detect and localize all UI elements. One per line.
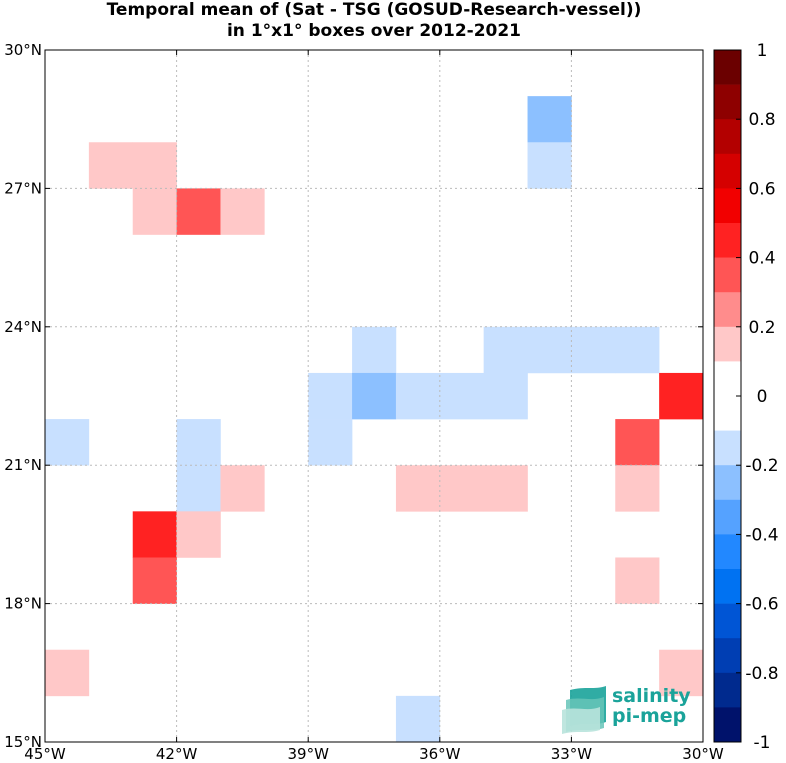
map-gridlines — [45, 50, 703, 742]
wave-logo-icon — [562, 686, 606, 734]
colorbar-tick-label: -0.2 — [745, 456, 778, 476]
y-tick-label: 21°N — [4, 456, 42, 474]
heatmap-cell — [176, 465, 221, 512]
x-tick-label: 33°W — [551, 745, 593, 763]
heatmap-cell — [439, 372, 484, 420]
heatmap-cell — [659, 649, 704, 697]
colorbar-segment — [714, 707, 741, 743]
logo-text-salinity: salinity — [612, 685, 691, 707]
heatmap-cell — [308, 419, 353, 466]
heatmap-cell — [615, 557, 660, 604]
title-line-2: in 1°x1° boxes over 2012-2021 — [226, 21, 522, 41]
x-tick-label: 45°W — [24, 745, 66, 763]
heatmap-cell — [527, 326, 572, 374]
heatmap-cell — [88, 142, 134, 189]
colorbar-segment — [714, 638, 741, 674]
y-tick-label: 30°N — [4, 41, 42, 59]
logo-text-pimep: pi-mep — [612, 705, 686, 727]
heatmap-cell — [571, 326, 616, 374]
colorbar-segment — [714, 188, 741, 224]
heatmap-cell — [483, 326, 528, 374]
title-line-1: Temporal mean of (Sat - TSG (GOSUD-Resea… — [106, 0, 642, 20]
heatmap-cell — [45, 649, 90, 697]
colorbar: 1 0.8 0.6 0.4 0.2 0 -0.2 -0.4 -0.6 -0.8 -1 — [713, 41, 779, 753]
heatmap-cell — [483, 372, 528, 420]
heatmap-cell — [439, 465, 484, 512]
heatmap-cell — [132, 557, 177, 604]
colorbar-tick-label: 0.2 — [748, 318, 775, 338]
y-tick-label: 24°N — [4, 318, 42, 336]
heatmap-cell — [615, 419, 660, 466]
heatmap-cell — [659, 372, 704, 420]
figure-title: Temporal mean of (Sat - TSG (GOSUD-Resea… — [45, 0, 703, 42]
y-axis-ticks: 30°N 27°N 24°N 21°N 18°N 15°N — [4, 41, 703, 751]
heatmap-cell — [45, 419, 90, 466]
heatmap-cell — [132, 511, 177, 558]
colorbar-tick-label: 0 — [757, 387, 768, 407]
heatmap-cells — [45, 96, 704, 743]
heatmap-cell — [220, 188, 265, 235]
colorbar-segment — [714, 84, 741, 120]
colorbar-tick-label: 0.4 — [748, 249, 775, 269]
colorbar-tick-label: -0.8 — [745, 664, 778, 684]
heatmap-cell — [132, 142, 177, 189]
colorbar-segment — [714, 119, 741, 155]
colorbar-segment — [714, 672, 741, 708]
colorbar-tick-label: -0.6 — [745, 595, 778, 615]
colorbar-segment — [714, 534, 741, 570]
heatmap-cell — [176, 511, 221, 558]
heatmap-cell — [527, 96, 572, 143]
colorbar-segment — [714, 569, 741, 604]
colorbar-segment — [714, 361, 741, 397]
colorbar-tick-label: -1 — [754, 733, 771, 753]
heatmap-cell — [527, 142, 572, 189]
colorbar-segment — [714, 326, 741, 362]
x-tick-label: 42°W — [156, 745, 198, 763]
heatmap-cell — [132, 188, 177, 235]
heatmap-cell — [220, 465, 265, 512]
colorbar-segment — [714, 499, 741, 535]
heatmap-cell — [615, 465, 660, 512]
heatmap-cell — [395, 695, 441, 743]
colorbar-segment — [714, 257, 741, 293]
heatmap-cell — [176, 419, 221, 466]
colorbar-tick-label: 0.8 — [748, 110, 775, 130]
colorbar-tick-label: -0.4 — [745, 525, 778, 545]
heatmap-cell — [352, 326, 397, 374]
x-tick-label: 30°W — [682, 745, 724, 763]
y-tick-label: 15°N — [4, 733, 42, 751]
y-tick-label: 18°N — [4, 595, 42, 613]
heatmap-cell — [615, 326, 660, 374]
x-axis-ticks: 45°W 42°W 39°W 36°W 33°W 30°W — [24, 50, 724, 763]
heatmap-cell — [395, 372, 441, 420]
salinity-pimep-logo: salinity pi-mep — [562, 685, 691, 734]
colorbar-segment — [714, 153, 741, 189]
colorbar-segment — [714, 223, 741, 258]
y-tick-label: 27°N — [4, 179, 42, 197]
map-frame — [44, 49, 704, 743]
heatmap-cell — [176, 188, 221, 235]
heatmap-cell — [308, 372, 353, 420]
colorbar-tick-label: 0.6 — [748, 179, 775, 199]
colorbar-segment — [714, 292, 741, 328]
x-tick-label: 36°W — [419, 745, 461, 763]
heatmap-cell — [352, 372, 397, 420]
colorbar-segment — [714, 430, 741, 466]
colorbar-segment — [714, 465, 741, 501]
colorbar-segment — [714, 50, 741, 85]
heatmap-cell — [483, 465, 528, 512]
x-tick-label: 39°W — [287, 745, 329, 763]
colorbar-tick-label: 1 — [757, 41, 768, 61]
heatmap-cell — [395, 465, 441, 512]
colorbar-segment — [714, 396, 741, 431]
colorbar-segment — [714, 603, 741, 639]
